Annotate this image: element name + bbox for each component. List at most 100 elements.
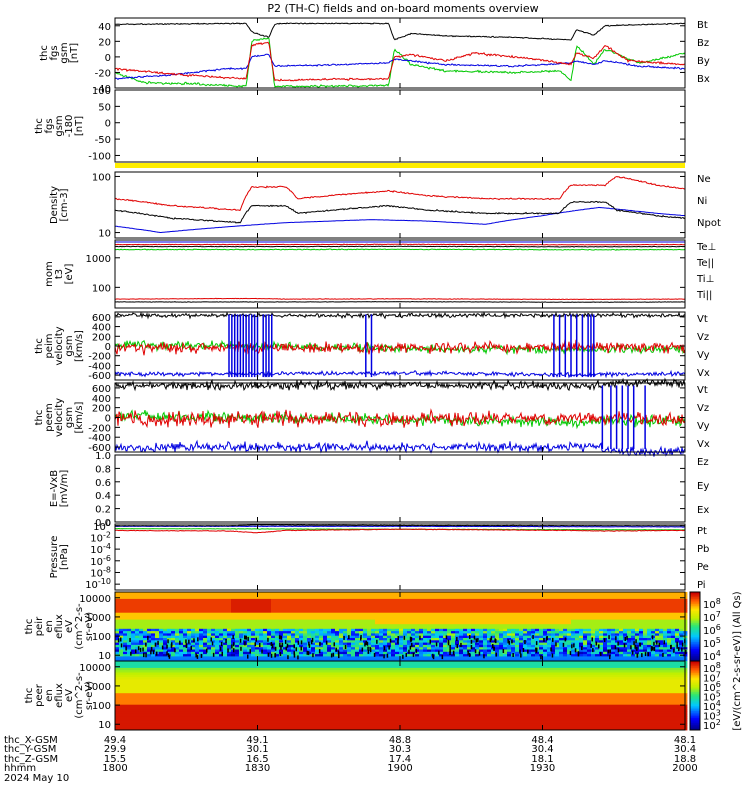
heatmap-cell bbox=[215, 615, 220, 618]
heatmap-cell bbox=[167, 619, 172, 623]
heatmap-cell bbox=[335, 612, 340, 616]
heatmap-cell bbox=[675, 610, 680, 614]
y-tick-label: 0.6 bbox=[95, 478, 111, 489]
heatmap-cell bbox=[551, 658, 556, 662]
heatmap-cell bbox=[599, 644, 604, 648]
heatmap-cell bbox=[147, 658, 152, 662]
heatmap-cell bbox=[503, 619, 508, 623]
heatmap-cell bbox=[435, 640, 440, 643]
heatmap-cell bbox=[451, 635, 456, 639]
heatmap-cell bbox=[247, 631, 252, 634]
heatmap-cell bbox=[179, 631, 184, 634]
heatmap-cell bbox=[263, 594, 268, 597]
heatmap-cell bbox=[399, 633, 404, 637]
heatmap-cell bbox=[119, 686, 124, 689]
heatmap-cell bbox=[259, 592, 264, 595]
heatmap-cell bbox=[187, 612, 192, 616]
y-tick-label: 10 bbox=[98, 229, 111, 240]
heatmap-cell bbox=[631, 619, 636, 623]
heatmap-cell bbox=[655, 612, 660, 616]
heatmap-cell bbox=[155, 638, 160, 641]
heatmap-cell bbox=[599, 656, 604, 660]
heatmap-cell bbox=[163, 605, 168, 609]
heatmap-cell bbox=[515, 640, 520, 643]
y-tick-label: 10 bbox=[98, 651, 111, 662]
heatmap-cell bbox=[259, 621, 264, 625]
series-vz bbox=[114, 408, 686, 429]
heatmap-cell bbox=[547, 615, 552, 618]
heatmap-cell bbox=[411, 617, 416, 620]
heatmap-cell bbox=[135, 598, 140, 602]
heatmap-cell bbox=[435, 601, 440, 604]
heatmap-cell bbox=[543, 596, 548, 600]
heatmap-dropout bbox=[405, 652, 407, 657]
heatmap-cell bbox=[159, 649, 164, 653]
heatmap-cell bbox=[347, 603, 352, 607]
heatmap-cell bbox=[439, 615, 444, 618]
heatmap-cell bbox=[143, 592, 148, 595]
heatmap-cell bbox=[263, 638, 268, 641]
heatmap-cell bbox=[507, 638, 512, 641]
heatmap-cell bbox=[187, 624, 192, 627]
heatmap-cell bbox=[139, 601, 144, 604]
heatmap-dropout bbox=[366, 641, 369, 646]
heatmap-cell bbox=[383, 642, 388, 646]
y-axis-label: fgs bbox=[49, 45, 60, 60]
heatmap-cell bbox=[295, 610, 300, 614]
heatmap-cell bbox=[319, 594, 324, 597]
heatmap-cell bbox=[311, 626, 316, 630]
heatmap-cell bbox=[595, 640, 600, 643]
heatmap-dropout bbox=[280, 645, 282, 650]
heatmap-cell bbox=[503, 647, 508, 650]
heatmap-cell bbox=[255, 651, 260, 655]
heatmap-cell bbox=[171, 603, 176, 607]
heatmap-cell bbox=[359, 592, 364, 595]
heatmap-cell bbox=[647, 628, 652, 632]
heatmap-cell bbox=[235, 601, 240, 604]
heatmap-cell bbox=[187, 608, 192, 611]
heatmap-cell bbox=[463, 624, 468, 627]
heatmap-cell bbox=[123, 707, 128, 710]
heatmap-cell bbox=[459, 651, 464, 655]
heatmap-cell bbox=[119, 723, 124, 726]
heatmap-cell bbox=[383, 656, 388, 660]
heatmap-cell bbox=[371, 605, 376, 609]
heatmap-cell bbox=[383, 640, 388, 643]
heatmap-cell bbox=[519, 635, 524, 639]
heatmap-cell bbox=[295, 628, 300, 632]
heatmap-cell bbox=[359, 658, 364, 662]
heatmap-cell bbox=[655, 658, 660, 662]
heatmap-cell bbox=[431, 640, 436, 643]
heatmap-cell bbox=[351, 656, 356, 660]
heatmap-cell bbox=[399, 651, 404, 655]
heatmap-cell bbox=[223, 615, 228, 618]
heatmap-cell bbox=[503, 651, 508, 655]
heatmap-cell bbox=[527, 596, 532, 600]
heatmap-cell bbox=[671, 633, 676, 637]
heatmap-cell bbox=[507, 631, 512, 634]
heatmap-cell bbox=[483, 626, 488, 630]
heatmap-cell bbox=[363, 656, 368, 660]
heatmap-cell bbox=[235, 615, 240, 618]
heatmap-cell bbox=[347, 615, 352, 618]
heatmap-cell bbox=[311, 594, 316, 597]
heatmap-cell bbox=[511, 656, 516, 660]
heatmap-cell bbox=[399, 612, 404, 616]
heatmap-cell bbox=[219, 608, 224, 611]
heatmap-cell bbox=[615, 628, 620, 632]
heatmap-cell bbox=[247, 615, 252, 618]
heatmap-cell bbox=[179, 610, 184, 614]
heatmap-cell bbox=[579, 624, 584, 627]
heatmap-cell bbox=[211, 617, 216, 620]
heatmap-dropout bbox=[595, 641, 598, 646]
heatmap-cell bbox=[287, 592, 292, 595]
heatmap-cell bbox=[535, 658, 540, 662]
heatmap-cell bbox=[599, 603, 604, 607]
heatmap-dropout bbox=[678, 647, 680, 652]
heatmap-cell bbox=[487, 621, 492, 625]
heatmap-cell bbox=[135, 596, 140, 600]
heatmap-cell bbox=[327, 605, 332, 609]
heatmap-cell bbox=[175, 628, 180, 632]
heatmap-cell bbox=[571, 594, 576, 597]
heatmap-cell bbox=[287, 601, 292, 604]
